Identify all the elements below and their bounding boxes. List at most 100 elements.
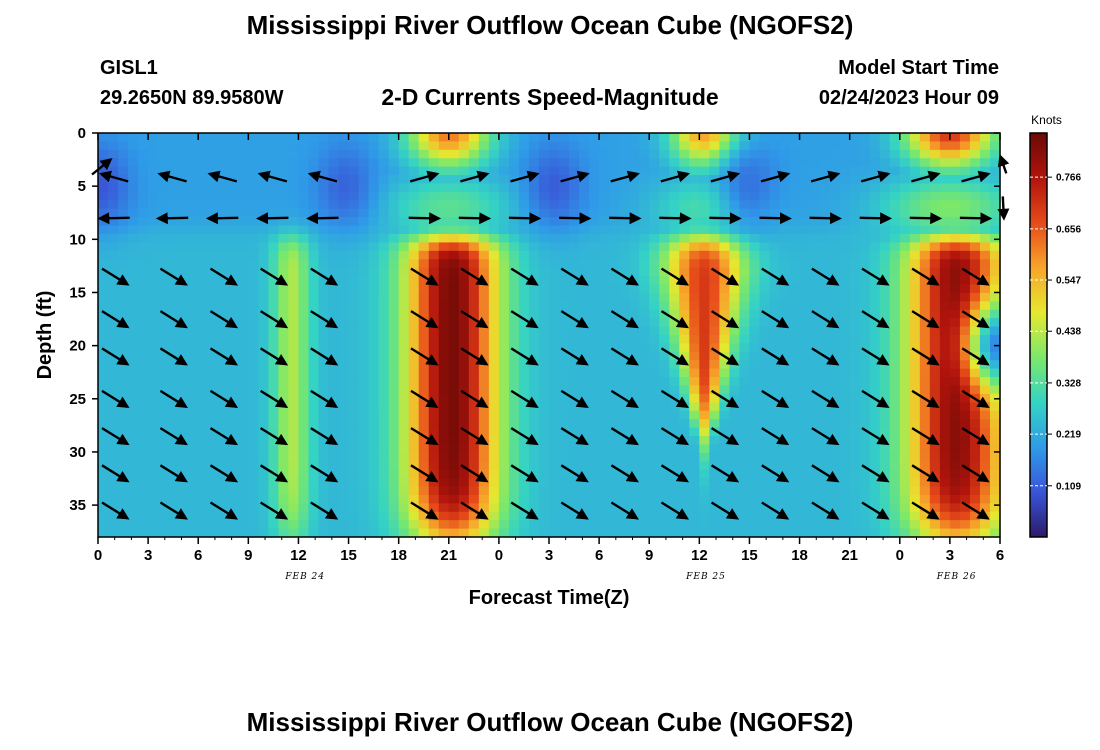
heatmap-cell [348,259,360,269]
heatmap-cell [899,410,911,420]
heatmap-cell [258,427,269,437]
plot-subtitle: 2-D Currents Speed-Magnitude [381,84,719,110]
heatmap-cell [919,158,931,168]
heatmap-cell [188,469,199,479]
heatmap-cell [949,461,961,471]
heatmap-cell [298,520,310,530]
heatmap-cell [168,250,179,260]
heatmap-cell [488,343,500,353]
heatmap-cell [458,393,470,403]
heatmap-cell [198,208,209,218]
heatmap-cell [989,343,1001,353]
heatmap-cell [639,284,650,294]
heatmap-cell [328,494,340,504]
heatmap-cell [398,141,410,151]
heatmap-cell [599,427,610,437]
heatmap-cell [448,242,460,252]
heatmap-cell [538,385,550,395]
heatmap-cell [859,385,871,395]
heatmap-cell [579,486,590,496]
heatmap-cell [278,494,290,504]
heatmap-cell [328,166,340,176]
heatmap-cell [889,469,901,479]
heatmap-cell [438,141,450,151]
heatmap-cell [528,309,540,319]
heatmap-cell [228,284,239,294]
heatmap-cell [208,301,219,311]
heatmap-cell [679,335,690,345]
heatmap-cell [198,436,209,446]
x-axis-label: Forecast Time(Z) [469,587,630,609]
heatmap-cell [839,419,851,429]
heatmap-cell [418,360,430,370]
heatmap-cell [498,393,510,403]
heatmap-cell [158,225,169,235]
heatmap-cell [599,528,610,538]
heatmap-cell [328,292,340,302]
heatmap-cell [428,301,440,311]
heatmap-cell [408,200,420,210]
heatmap-cell [418,200,430,210]
heatmap-cell [869,309,881,319]
heatmap-cell [188,200,199,210]
heatmap-cell [318,461,330,471]
heatmap-cell [358,494,370,504]
heatmap-cell [298,158,310,168]
heatmap-cell [148,410,159,420]
heatmap-cell [909,158,921,168]
current-vector [911,310,940,329]
heatmap-cell [468,284,480,294]
current-vector [610,170,640,183]
heatmap-cell [258,528,269,538]
heatmap-cell [268,452,279,462]
heatmap-cell [288,208,300,218]
heatmap-cell [338,234,350,244]
heatmap-cell [799,133,811,143]
heatmap-cell [959,183,971,193]
heatmap-cell [939,276,951,286]
heatmap-cell [498,436,510,446]
heatmap-cell [799,175,811,185]
heatmap-cell [108,511,119,521]
heatmap-cell [649,351,660,361]
heatmap-cell [448,469,460,479]
heatmap-cell [148,242,159,252]
heatmap-cell [388,486,400,496]
heatmap-cell [418,385,430,395]
heatmap-cell [518,461,530,471]
heatmap-cell [889,259,901,269]
heatmap-cell [518,301,530,311]
heatmap-cell [218,402,229,412]
heatmap-cell [659,478,670,488]
heatmap-cell [839,360,851,370]
heatmap-cell [258,444,269,454]
heatmap-cell [889,284,901,294]
heatmap-cell [859,166,871,176]
heatmap-cell [799,141,811,151]
heatmap-cell [719,175,730,185]
heatmap-cell [498,419,510,429]
heatmap-cell [258,208,269,218]
heatmap-cell [909,141,921,151]
heatmap-cell [829,250,841,260]
heatmap-cell [108,402,119,412]
heatmap-cell [709,335,720,345]
heatmap-cell [859,520,871,530]
heatmap-cell [308,133,320,143]
heatmap-cell [138,242,149,252]
heatmap-cell [849,301,861,311]
heatmap-cell [829,242,841,252]
heatmap-cell [849,478,861,488]
heatmap-cell [268,250,279,260]
heatmap-cell [709,360,720,370]
heatmap-cell [358,234,370,244]
heatmap-cell [619,368,630,378]
current-vector [460,464,489,483]
heatmap-cell [609,318,620,328]
heatmap-cell [468,208,480,218]
heatmap-cell [689,427,700,437]
heatmap-cell [699,141,710,151]
heatmap-cell [869,149,881,159]
heatmap-cell [388,520,400,530]
heatmap-cell [809,436,821,446]
